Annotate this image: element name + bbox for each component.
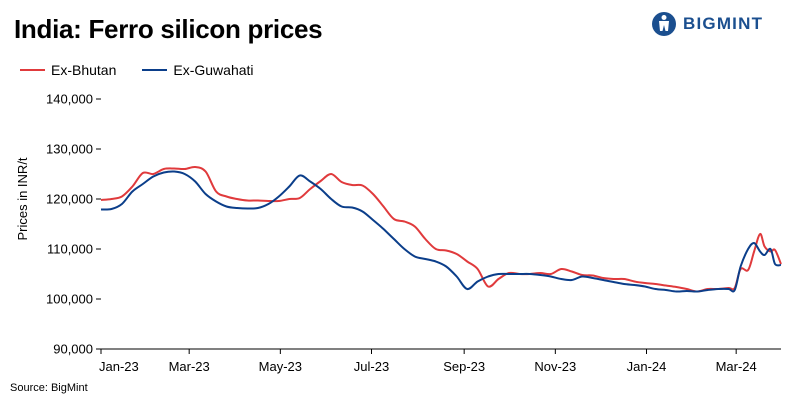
bigmint-logo-icon bbox=[652, 12, 676, 36]
y-axis-title: Prices in INR/t bbox=[15, 157, 30, 240]
legend-item-ex-guwahati: Ex-Guwahati bbox=[142, 62, 254, 78]
y-tick-label: 130,000 bbox=[46, 142, 93, 157]
x-tick-label: Nov-23 bbox=[534, 359, 576, 374]
y-tick-label: 140,000 bbox=[46, 92, 93, 107]
series-line-ex-guwahati bbox=[100, 170, 782, 293]
chart-legend: Ex-Bhutan Ex-Guwahati bbox=[20, 62, 254, 78]
y-tick-label: 90,000 bbox=[53, 342, 93, 357]
bigmint-logo-text: BIGMINT bbox=[683, 14, 764, 33]
x-tick-label: Jan-24 bbox=[627, 359, 667, 374]
chart-title: India: Ferro silicon prices bbox=[14, 14, 323, 44]
x-tick-label: Jul-23 bbox=[354, 359, 389, 374]
y-tick-label: 120,000 bbox=[46, 192, 93, 207]
x-tick-label: Mar-24 bbox=[716, 359, 757, 374]
legend-swatch-ex-bhutan bbox=[20, 69, 45, 71]
x-tick-label: May-23 bbox=[259, 359, 302, 374]
y-axis-title-group: Prices in INR/t bbox=[15, 157, 30, 240]
legend-label-ex-guwahati: Ex-Guwahati bbox=[173, 62, 254, 78]
y-tick-label: 110,000 bbox=[47, 242, 93, 257]
x-axis: Jan-23 Mar-23 May-23 Jul-23 Sep-23 Nov-23 Jan-… bbox=[99, 348, 781, 374]
series-lines bbox=[100, 165, 782, 293]
x-tick-label: Mar-23 bbox=[169, 359, 210, 374]
x-tick-label: Jan-23 bbox=[99, 359, 139, 374]
legend-item-ex-bhutan: Ex-Bhutan bbox=[20, 62, 116, 78]
legend-swatch-ex-guwahati bbox=[142, 69, 168, 71]
x-tick-label: Sep-23 bbox=[443, 359, 485, 374]
bigmint-logo: BIGMINT bbox=[651, 10, 763, 38]
source-note: Source: BigMint bbox=[10, 382, 88, 394]
y-tick-label: 100,000 bbox=[46, 292, 93, 307]
legend-label-ex-bhutan: Ex-Bhutan bbox=[51, 62, 117, 78]
series-line-ex-bhutan bbox=[100, 165, 782, 293]
y-axis-ticks: 90,000 100,000 110,000 120,000 130,000 140,00… bbox=[46, 92, 101, 357]
